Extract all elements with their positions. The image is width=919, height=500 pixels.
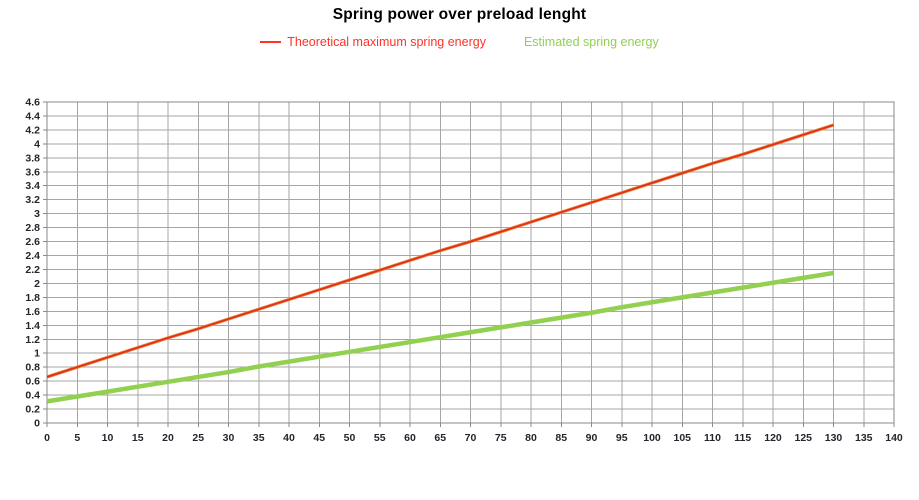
x-tick-label: 110 — [704, 432, 721, 444]
y-tick-label: 0.2 — [25, 404, 40, 416]
y-tick-label: 4 — [34, 138, 40, 150]
y-tick-label: 1.6 — [25, 306, 40, 318]
x-tick-label: 15 — [132, 432, 144, 444]
legend-item-theoretical: Theoretical maximum spring energy — [260, 35, 486, 49]
x-tick-label: 125 — [794, 432, 812, 444]
x-tick-label: 115 — [734, 432, 751, 444]
y-tick-label: 2.4 — [25, 250, 40, 262]
y-tick-label: 0.8 — [25, 362, 40, 374]
x-tick-label: 35 — [253, 432, 265, 444]
legend-label-theoretical: Theoretical maximum spring energy — [287, 35, 486, 49]
x-tick-label: 80 — [525, 432, 537, 444]
series-line-estimated — [46, 270, 834, 404]
x-tick-label: 40 — [283, 432, 295, 444]
y-tick-label: 1.2 — [25, 334, 40, 346]
x-tick-label: 100 — [643, 432, 661, 444]
series-line-theoretical — [46, 124, 834, 378]
x-tick-label: 50 — [344, 432, 356, 444]
y-tick-label: 3.2 — [25, 194, 40, 206]
x-tick-label: 75 — [495, 432, 507, 444]
y-tick-label: 3.6 — [25, 166, 40, 178]
x-tick-label: 70 — [465, 432, 477, 444]
x-tick-label: 60 — [404, 432, 416, 444]
x-tick-label: 20 — [162, 432, 174, 444]
x-tick-label: 85 — [555, 432, 567, 444]
x-tick-label: 135 — [855, 432, 873, 444]
y-tick-label: 1.4 — [25, 320, 40, 332]
x-tick-label: 90 — [586, 432, 598, 444]
x-tick-label: 120 — [764, 432, 782, 444]
y-tick-label: 4.6 — [25, 97, 40, 109]
x-tick-label: 130 — [825, 432, 843, 444]
y-tick-label: 3 — [34, 208, 40, 220]
y-tick-label: 0.4 — [25, 390, 40, 402]
y-tick-label: 2.8 — [25, 222, 40, 234]
x-tick-label: 140 — [885, 432, 903, 444]
y-tick-label: 4.2 — [25, 124, 40, 136]
y-tick-label: 2.6 — [25, 236, 40, 248]
y-tick-label: 3.4 — [25, 180, 40, 192]
y-tick-label: 4.4 — [25, 110, 40, 122]
x-tick-label: 10 — [102, 432, 114, 444]
x-tick-label: 25 — [192, 432, 204, 444]
chart-title: Spring power over preload lenght — [332, 6, 587, 23]
legend-line-marker-icon — [260, 41, 282, 43]
y-tick-label: 3.8 — [25, 152, 40, 164]
x-tick-label: 55 — [374, 432, 386, 444]
x-tick-label: 45 — [313, 432, 325, 444]
legend: Theoretical maximum spring energy Estima… — [0, 35, 919, 49]
x-tick-label: 30 — [223, 432, 235, 444]
legend-label-estimated: Estimated spring energy — [523, 35, 659, 49]
x-tick-label: 95 — [616, 432, 628, 444]
legend-item-estimated: Estimated spring energy — [524, 35, 659, 49]
x-tick-label: 105 — [673, 432, 691, 444]
y-tick-label: 1.8 — [25, 292, 40, 304]
y-tick-label: 1 — [34, 348, 40, 360]
x-tick-label: 0 — [44, 432, 50, 444]
y-tick-label: 0.6 — [25, 376, 40, 388]
y-tick-label: 2.2 — [25, 264, 40, 276]
y-tick-label: 0 — [34, 418, 40, 430]
x-tick-label: 5 — [74, 432, 80, 444]
y-tick-label: 2 — [34, 278, 40, 290]
x-tick-label: 65 — [434, 432, 446, 444]
